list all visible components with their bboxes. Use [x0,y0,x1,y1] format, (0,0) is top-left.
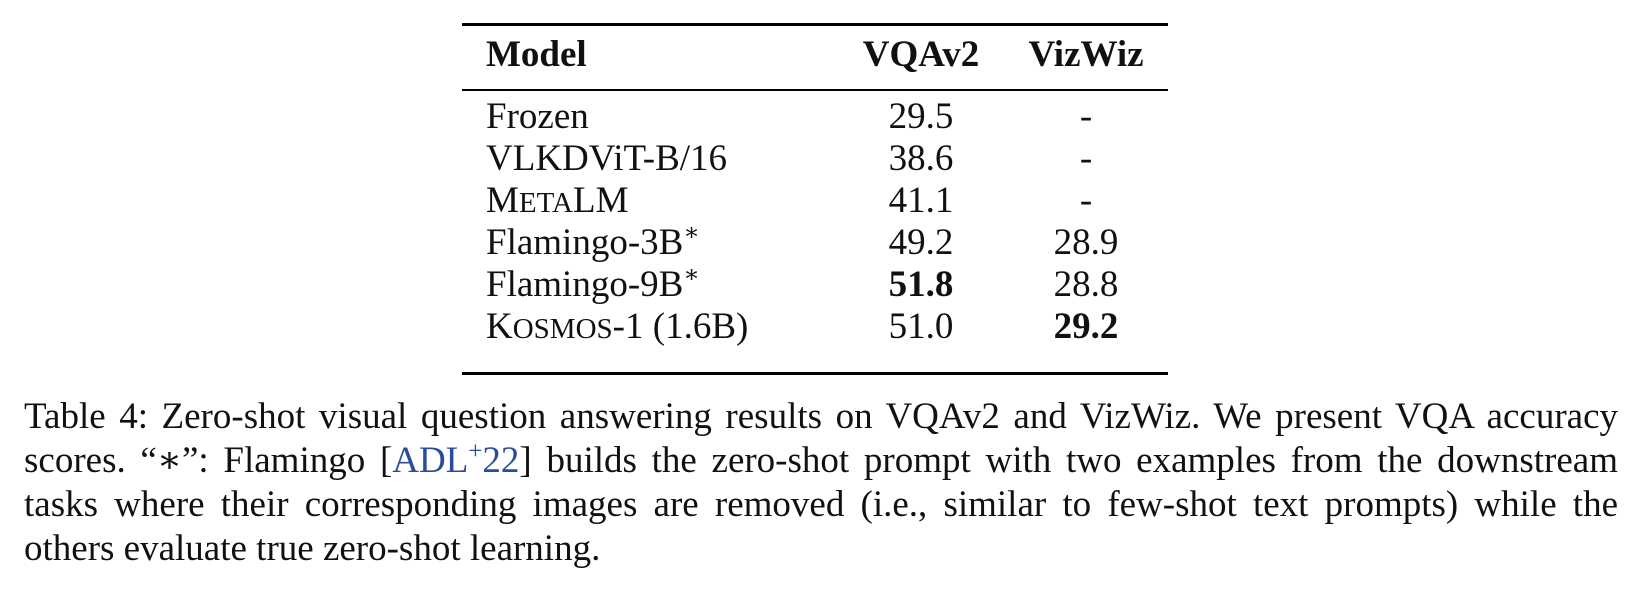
citation-link[interactable]: ADL+22 [392,438,520,481]
vizwiz-score-best: 29.2 [1053,306,1119,347]
model-name: Flamingo-3B∗ [486,220,700,263]
table-row: METALM 41.1 - [462,179,1168,223]
table-mid-rule [462,89,1168,91]
vizwiz-score: - [1079,180,1093,221]
asterisk-mark: ∗ [683,220,700,246]
table-bottom-rule [462,372,1168,375]
table-row: KOSMOS-1 (1.6B) 51.0 29.2 [462,305,1168,349]
header-vqav2: VQAv2 [862,34,980,75]
table-header-row: Model VQAv2 VizWiz [462,33,1168,77]
table-top-rule [462,23,1168,26]
table-row: Flamingo-3B∗ 49.2 28.9 [462,221,1168,265]
table-caption: Table 4: Zero-shot visual question answe… [24,396,1618,569]
model-name: KOSMOS-1 (1.6B) [486,306,749,347]
vizwiz-score: 28.9 [1053,222,1119,263]
vqav2-score: 49.2 [888,222,954,263]
vqav2-score: 29.5 [888,96,954,137]
vqav2-score-best: 51.8 [888,264,954,305]
vizwiz-score: 28.8 [1053,264,1119,305]
table-row: Frozen 29.5 - [462,95,1168,139]
model-name: METALM [486,180,629,221]
vizwiz-score: - [1079,138,1093,179]
vqav2-score: 38.6 [888,138,954,179]
model-name: Frozen [486,96,589,137]
header-vizwiz: VizWiz [1028,34,1144,75]
table-row: VLKDViT-B/16 38.6 - [462,137,1168,181]
vqav2-score: 51.0 [888,306,954,347]
model-name: Flamingo-9B∗ [486,262,700,305]
vqav2-score: 41.1 [888,180,954,221]
table-row: Flamingo-9B∗ 51.8 28.8 [462,263,1168,307]
vizwiz-score: - [1079,96,1093,137]
asterisk-mark: ∗ [683,262,700,288]
header-model: Model [486,34,587,75]
model-name: VLKDViT-B/16 [486,138,728,179]
